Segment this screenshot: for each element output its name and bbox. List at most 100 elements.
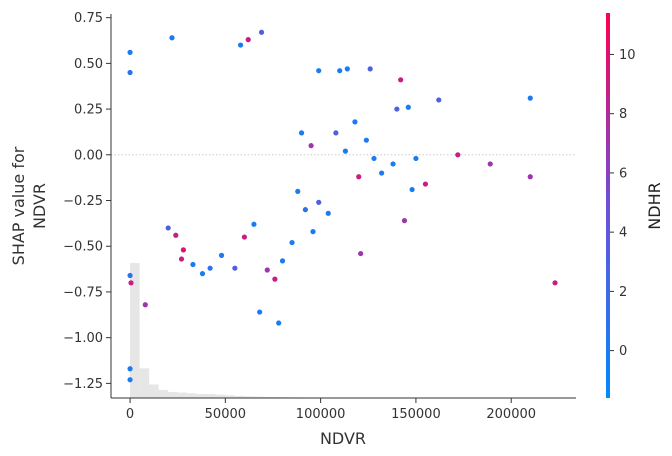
histogram-bar <box>196 393 207 398</box>
y-tick-label: 0.75 <box>74 11 103 26</box>
scatter-point <box>295 188 301 194</box>
scatter-point <box>379 170 385 176</box>
colorbar-tick-label: 0 <box>619 344 627 359</box>
histogram-bar <box>130 263 140 398</box>
scatter-points-layer <box>127 29 558 383</box>
x-tick-label: 150000 <box>391 407 441 422</box>
scatter-point <box>272 276 278 282</box>
scatter-point <box>390 161 396 167</box>
histogram-bar <box>168 391 178 398</box>
scatter-point <box>527 174 533 180</box>
y-tick-label: −0.25 <box>63 194 103 209</box>
scatter-point <box>127 49 133 56</box>
colorbar-title: NDHR <box>645 182 664 229</box>
scatter-point <box>178 256 185 262</box>
histogram-bar <box>139 368 150 398</box>
histogram-bar <box>225 395 235 398</box>
scatter-point <box>310 229 316 235</box>
scatter-point <box>180 247 187 253</box>
scatter-point <box>128 280 134 286</box>
histogram-bar <box>187 393 197 398</box>
y-tick-label: −0.75 <box>63 285 103 300</box>
x-ticks-layer: 0 50000 100000 150000 200000 <box>126 398 536 422</box>
y-tick-label: −0.50 <box>63 240 103 255</box>
scatter-point <box>401 218 408 224</box>
y-ticks-layer: 0.75 0.50 0.25 0.00 −0.25 −0.50 −0.75 −1.00 −1.2… <box>63 11 111 392</box>
y-tick-label: 0.25 <box>74 103 103 118</box>
scatter-point <box>527 95 533 101</box>
histogram-bar <box>158 389 169 398</box>
scatter-point <box>258 29 265 35</box>
x-axis-title: NDVR <box>320 429 366 448</box>
scatter-point <box>358 250 364 257</box>
histogram-bar <box>234 395 245 398</box>
scatter-point <box>190 261 196 268</box>
scatter-point <box>455 152 461 158</box>
scatter-point <box>237 42 244 48</box>
scatter-point <box>279 258 286 264</box>
scatter-point <box>302 207 308 213</box>
scatter-point <box>342 148 349 154</box>
x-tick-label: 200000 <box>486 407 536 422</box>
scatter-point <box>308 143 314 149</box>
y-tick-label: −1.00 <box>63 331 103 346</box>
scatter-point <box>169 35 175 41</box>
colorbar-tick-label: 8 <box>619 107 627 122</box>
scatter-point <box>257 309 263 315</box>
scatter-point <box>165 225 171 231</box>
histogram-bar <box>177 392 188 398</box>
scatter-point <box>199 271 206 277</box>
histogram-bar <box>244 396 254 398</box>
colorbar <box>606 13 610 398</box>
scatter-point <box>325 210 331 216</box>
scatter-point <box>344 66 350 72</box>
x-tick-label: 50000 <box>205 407 246 422</box>
y-tick-label: 0.50 <box>74 57 103 72</box>
colorbar-tick-label: 2 <box>619 285 627 300</box>
colorbar-tick-label: 10 <box>619 48 636 63</box>
scatter-point <box>352 119 358 125</box>
histogram-bar <box>215 394 226 398</box>
scatter-point <box>289 239 295 246</box>
scatter-point <box>316 68 322 74</box>
scatter-point <box>337 68 343 74</box>
scatter-point <box>218 252 225 258</box>
scatter-point <box>245 37 251 43</box>
scatter-point <box>333 130 339 136</box>
colorbar-tick-label: 4 <box>619 226 627 241</box>
scatter-point <box>298 130 305 136</box>
x-tick-label: 100000 <box>296 407 346 422</box>
histogram-bar <box>253 396 264 398</box>
scatter-point <box>173 232 179 238</box>
scatter-point <box>367 66 373 72</box>
scatter-point <box>251 221 257 227</box>
scatter-point <box>363 137 369 143</box>
y-tick-label: 0.00 <box>74 148 103 163</box>
y-axis-title-line1: SHAP value for <box>9 146 28 265</box>
y-axis-title-line2: NDVR <box>30 183 49 229</box>
scatter-point <box>398 77 404 83</box>
x-tick-label: 0 <box>126 407 134 422</box>
scatter-point <box>371 155 377 162</box>
scatter-point <box>232 265 238 271</box>
scatter-point <box>127 377 133 383</box>
histogram-bar <box>263 396 273 398</box>
scatter-point <box>422 181 429 187</box>
histogram-bar <box>149 384 159 398</box>
scatter-point <box>241 234 248 240</box>
scatter-point <box>413 155 419 162</box>
scatter-point <box>276 320 282 326</box>
colorbar-tick-label: 6 <box>619 166 627 181</box>
scatter-point <box>264 267 270 273</box>
scatter-point <box>127 272 133 279</box>
axes-layer <box>110 14 576 399</box>
scatter-point <box>127 69 133 76</box>
scatter-point <box>394 106 400 112</box>
scatter-point <box>405 104 411 110</box>
scatter-point <box>356 174 362 180</box>
scatter-point <box>487 161 493 167</box>
scatter-point <box>316 199 322 205</box>
scatter-point <box>207 265 213 271</box>
histogram-layer <box>130 263 350 398</box>
